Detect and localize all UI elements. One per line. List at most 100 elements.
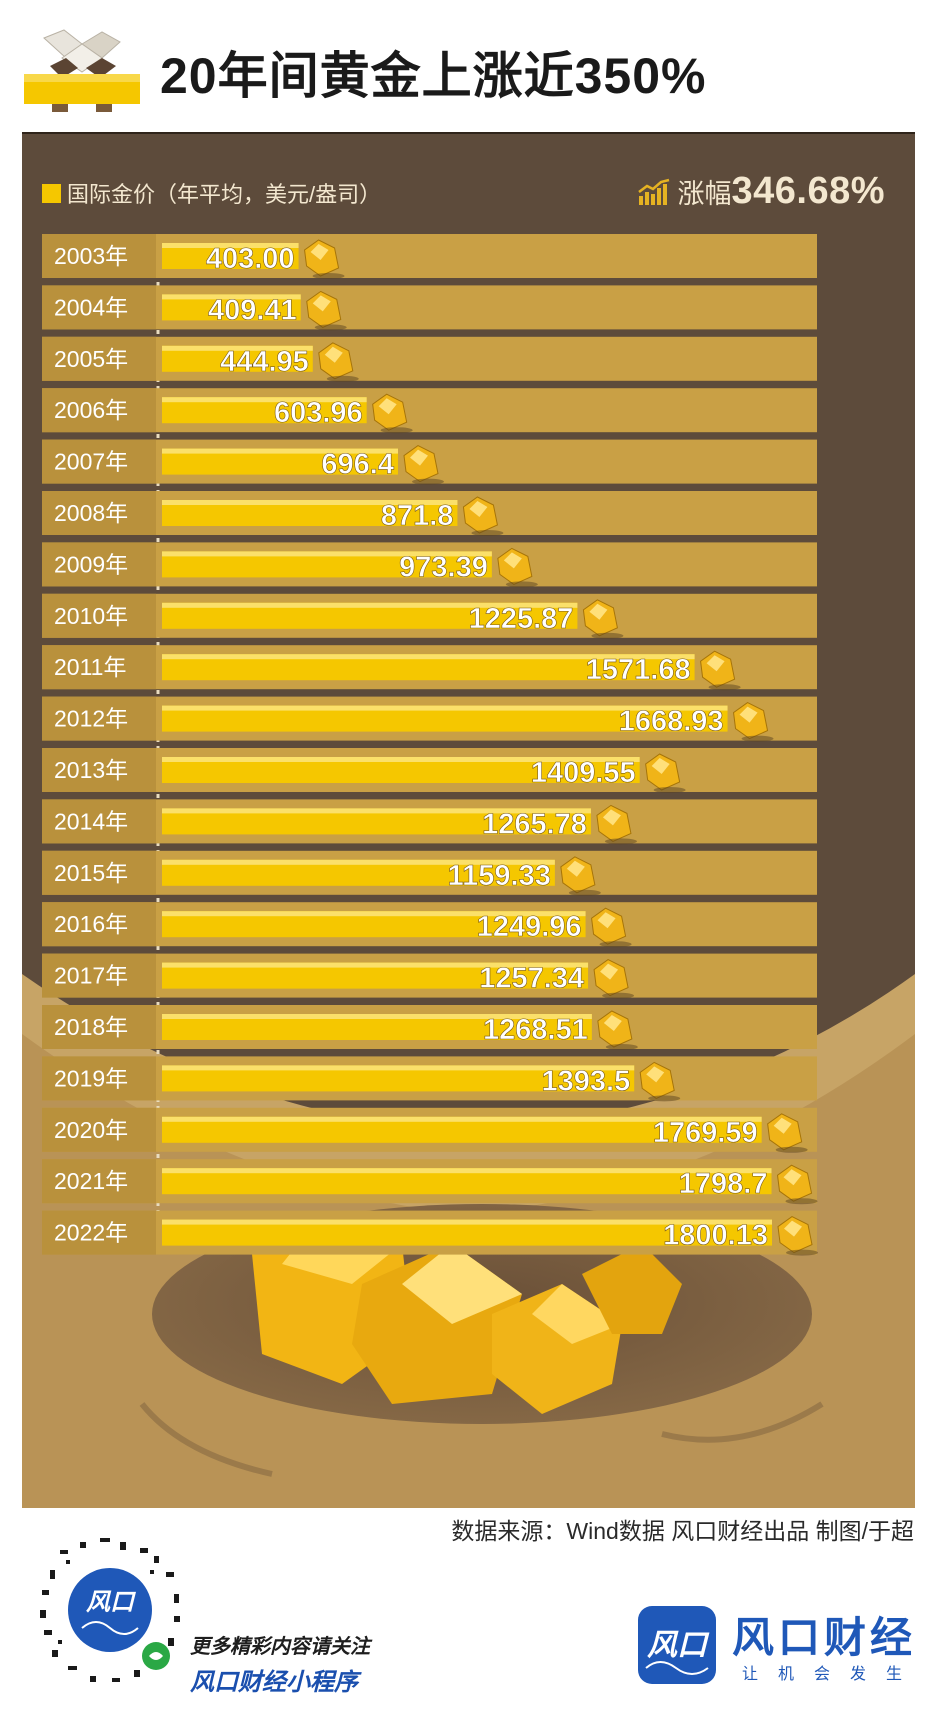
year-label: 2022年: [54, 1220, 128, 1246]
value-label: 1800.13: [663, 1220, 768, 1252]
gold-nugget-icon: [403, 445, 444, 485]
growth-value: 346.68%: [731, 170, 885, 212]
value-label: 696.4: [321, 449, 394, 481]
gold-nugget-icon: [700, 650, 741, 691]
gold-nugget-icon: [776, 1164, 818, 1205]
value-label: 603.96: [274, 397, 363, 429]
gold-nugget-icon: [591, 907, 632, 948]
legend-label: 国际金价（年平均，美元/盎司）: [67, 182, 382, 207]
bar-track: [42, 285, 817, 330]
bar-row: 2020年 1769.59: [42, 1107, 817, 1153]
gold-nugget-icon: [560, 856, 601, 896]
bar-row: 2010年 1225.87: [42, 593, 817, 639]
year-label: 2011年: [54, 654, 126, 680]
year-label: 2013年: [54, 757, 128, 783]
page-title: 20年间黄金上涨近350%: [160, 48, 707, 104]
promo-text: 更多精彩内容请关注 风口财经小程序: [190, 1630, 370, 1697]
year-label-bg: [42, 696, 156, 741]
value-label: 403.00: [206, 243, 295, 275]
bar-highlight: [162, 1116, 762, 1122]
gold-nugget-icon: [593, 959, 635, 999]
gold-nugget-icon: [318, 342, 359, 382]
value-label: 1268.51: [483, 1014, 588, 1046]
bar-row: 2021年 1798.7: [42, 1159, 818, 1205]
bar-highlight: [162, 1219, 772, 1225]
value-label: 1668.93: [619, 706, 724, 738]
bar-row: 2011年 1571.68: [42, 645, 817, 691]
bar-highlight: [162, 859, 555, 865]
value-label: 1265.78: [482, 808, 587, 840]
gold-nugget-icon: [733, 702, 774, 742]
bar-highlight: [162, 500, 458, 505]
promo-line1: 更多精彩内容请关注: [190, 1636, 370, 1658]
year-label-bg: [42, 645, 156, 690]
chart-legend: 国际金价（年平均，美元/盎司）: [42, 178, 381, 208]
year-label: 2003年: [54, 243, 128, 269]
bar-row: 2004年 409.41: [42, 285, 817, 331]
bar-highlight: [162, 1014, 592, 1019]
gold-nugget-icon: [582, 599, 624, 639]
bar-row: 2016年 1249.96: [42, 902, 817, 948]
year-label-bg: [42, 593, 156, 638]
year-label-bg: [42, 491, 156, 535]
bar-highlight: [162, 294, 301, 300]
year-label-bg: [42, 748, 156, 792]
bar-highlight: [162, 1168, 772, 1174]
bar-row: 2007年 696.4: [42, 439, 817, 485]
year-label-bg: [42, 1005, 156, 1049]
bar-highlight: [162, 243, 299, 248]
value-label: 1257.34: [479, 963, 584, 995]
year-label: 2006年: [54, 397, 128, 423]
year-label-bg: [42, 234, 156, 278]
year-label-bg: [42, 336, 156, 381]
value-label: 1409.55: [531, 757, 636, 789]
year-label-bg: [42, 902, 156, 947]
brand-name: 风口财经: [732, 1614, 917, 1661]
gold-nugget-icon: [596, 804, 637, 845]
bar-highlight: [162, 397, 367, 403]
gold-nugget-icon: [645, 753, 686, 793]
year-label: 2017年: [54, 963, 128, 989]
year-label: 2014年: [54, 808, 128, 834]
gold-nugget-icon: [639, 1061, 681, 1102]
gold-nugget-icon: [777, 1216, 818, 1256]
chart-panel: 国际金价（年平均，美元/盎司） 涨幅 346.68% 2003年 403.00 20…: [22, 132, 915, 1508]
value-label: 1571.68: [586, 654, 691, 686]
bar-row: 2015年 1159.33: [42, 850, 817, 896]
bar-row: 2019年 1393.5: [42, 1056, 817, 1102]
bar-row: 2018年 1268.51: [42, 1005, 817, 1050]
gold-nugget-icon: [462, 496, 504, 536]
bar-highlight: [162, 654, 695, 660]
year-label-bg: [42, 799, 156, 844]
bar-highlight: [162, 551, 492, 557]
value-label: 973.39: [399, 551, 488, 583]
gold-crate-icon: [24, 29, 140, 112]
value-label: 1159.33: [448, 860, 551, 892]
bar-row: 2014年 1265.78: [42, 799, 817, 845]
year-label-bg: [42, 542, 156, 587]
year-label-bg: [42, 388, 156, 433]
growth-label: 涨幅: [677, 179, 732, 209]
mini-program-qr-code[interactable]: 风口: [30, 1530, 190, 1690]
bar-row: 2003年 403.00: [42, 234, 817, 279]
year-label: 2008年: [54, 500, 128, 526]
gold-nugget-icon: [372, 393, 413, 434]
value-label: 1393.5: [542, 1065, 631, 1097]
bar-row: 2012年 1668.93: [42, 696, 817, 742]
year-label-bg: [42, 953, 156, 998]
year-label: 2020年: [54, 1117, 128, 1143]
bar-row: 2022年 1800.13: [42, 1210, 818, 1256]
value-label: 1249.96: [477, 911, 582, 943]
gold-nugget-icon: [497, 547, 538, 588]
promo-line2: 风口财经小程序: [190, 1669, 358, 1696]
brand-logo-text: 风口: [647, 1629, 707, 1662]
bar-row: 2009年 973.39: [42, 542, 817, 588]
year-label-bg: [42, 1056, 156, 1101]
gold-price-bar-chart: 2003年 403.00 2004年 409.41 2005年 444.95 2006年 60…: [42, 234, 818, 1256]
year-label: 2016年: [54, 911, 128, 937]
bar-highlight: [162, 705, 728, 711]
value-label: 1225.87: [469, 603, 574, 635]
gold-nugget-icon: [304, 239, 345, 279]
year-label: 2021年: [54, 1168, 128, 1194]
bar-highlight: [162, 1065, 635, 1071]
